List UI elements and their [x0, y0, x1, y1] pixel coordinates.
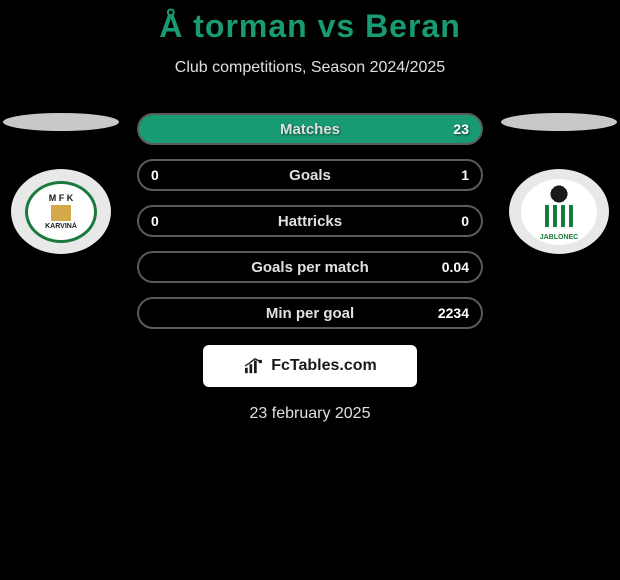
- watermark-banner: FcTables.com: [203, 345, 417, 387]
- left-ellipse: [3, 113, 119, 131]
- comparison-area: M F K KARVINÁ Matches 23 0 Goals 1 0: [0, 113, 620, 329]
- stat-row-hattricks: 0 Hattricks 0: [137, 205, 483, 237]
- stat-row-mpg: Min per goal 2234: [137, 297, 483, 329]
- stat-label: Hattricks: [278, 213, 342, 230]
- main-container: Å torman vs Beran Club competitions, Sea…: [0, 0, 620, 423]
- left-team-column: M F K KARVINÁ: [1, 113, 121, 254]
- stat-label: Goals per match: [251, 259, 369, 276]
- shield-icon: [51, 205, 71, 221]
- right-badge-text-bottom: JABLONEC: [540, 234, 579, 241]
- stat-right-value: 1: [439, 167, 469, 183]
- right-ellipse: [501, 113, 617, 131]
- stat-right-value: 0.04: [439, 259, 469, 275]
- right-badge-crest: JABLONEC: [521, 179, 597, 245]
- left-badge-text-bottom: KARVINÁ: [45, 223, 77, 230]
- stats-column: Matches 23 0 Goals 1 0 Hattricks 0 Goals…: [137, 113, 483, 329]
- right-badge-bg: JABLONEC: [509, 169, 609, 254]
- stat-left-value: 0: [151, 213, 181, 229]
- right-team-badge: JABLONEC: [509, 169, 609, 254]
- page-subtitle: Club competitions, Season 2024/2025: [0, 59, 620, 77]
- footer-date: 23 february 2025: [0, 405, 620, 423]
- right-team-column: JABLONEC: [499, 113, 619, 254]
- left-badge-text-top: M F K: [49, 193, 74, 203]
- stat-row-gpm: Goals per match 0.04: [137, 251, 483, 283]
- left-badge-crest: M F K KARVINÁ: [25, 181, 97, 243]
- stripes-icon: [545, 205, 573, 227]
- chart-icon: [243, 357, 265, 375]
- left-badge-bg: M F K KARVINÁ: [11, 169, 111, 254]
- stat-right-value: 0: [439, 213, 469, 229]
- stat-label: Goals: [289, 167, 331, 184]
- watermark-text: FcTables.com: [271, 357, 377, 375]
- stat-label: Min per goal: [266, 305, 354, 322]
- stat-label: Matches: [280, 121, 340, 138]
- page-title: Å torman vs Beran: [0, 8, 620, 45]
- stat-right-value: 2234: [438, 305, 469, 321]
- stat-row-goals: 0 Goals 1: [137, 159, 483, 191]
- stat-left-value: 0: [151, 167, 181, 183]
- left-team-badge: M F K KARVINÁ: [11, 169, 111, 254]
- stat-row-matches: Matches 23: [137, 113, 483, 145]
- stat-right-value: 23: [439, 121, 469, 137]
